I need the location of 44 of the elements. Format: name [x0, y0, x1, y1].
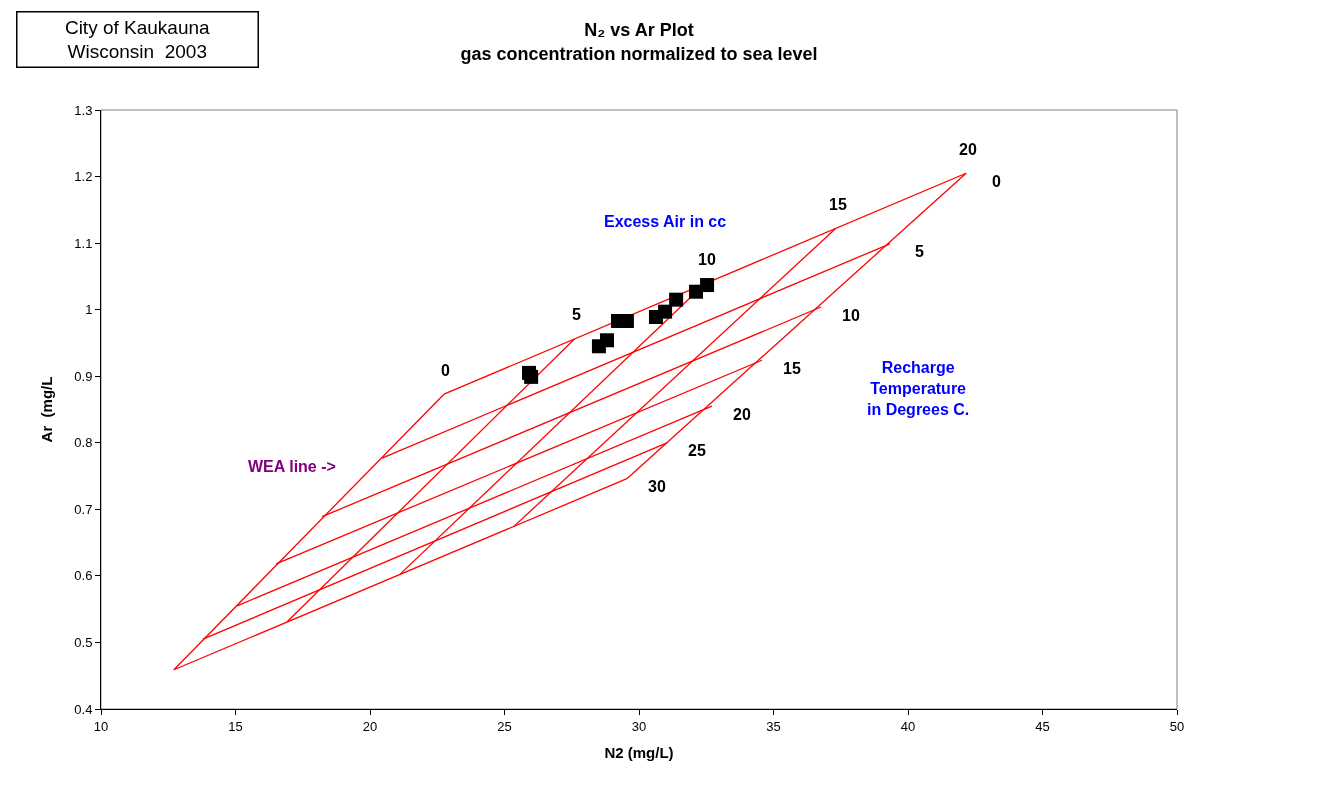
y-tick-label: 0.7: [74, 501, 93, 517]
point: [669, 292, 684, 307]
y-tick-label: 0.4: [74, 701, 93, 717]
y-tick-label: 0.6: [74, 568, 93, 584]
y-axis-title: Ar (mg/L: [37, 376, 55, 443]
annotation: 0: [992, 173, 1001, 190]
annotation: Excess Air in cc: [604, 213, 727, 230]
x-tick-label: 50: [1169, 718, 1185, 734]
y-tick-label: 1.2: [74, 169, 93, 185]
point: [700, 278, 715, 293]
x-tick-label: 35: [766, 718, 781, 734]
y-tick-label: 0.5: [74, 634, 93, 650]
annotation: 15: [829, 196, 847, 213]
x-tick-label: 25: [497, 718, 512, 734]
y-tick-label: 0.9: [74, 368, 93, 384]
text: City of Kaukauna Wisconsin 2003: [64, 16, 211, 63]
chart-subtitle: gas concentration normalized to sea level: [460, 43, 818, 64]
annotation: 10: [698, 251, 716, 268]
annotation: 5: [572, 306, 581, 323]
x-tick-label: 40: [900, 718, 916, 734]
annotation: 5: [915, 243, 924, 260]
x-tick-label: 45: [1035, 718, 1050, 734]
chart-title: N₂ vs Ar Plot: [584, 20, 694, 41]
x-tick-label: 15: [228, 718, 243, 734]
x-tick-label: 20: [362, 718, 378, 734]
point: [524, 369, 539, 384]
annotation: 20: [959, 141, 977, 158]
annotation: 0: [441, 362, 450, 379]
x-tick-label: 30: [631, 718, 647, 734]
annotation: Recharge Temperature in Degrees C.: [867, 359, 970, 418]
y-tick-label: 1.1: [74, 235, 93, 251]
point: [658, 304, 673, 319]
x-tick-label: 10: [93, 718, 109, 734]
annotation: WEA line ->: [248, 458, 336, 475]
x-axis-title: N2 (mg/L): [604, 743, 674, 761]
annotation: 15: [783, 360, 801, 377]
annotation: 30: [648, 478, 666, 495]
annotation: 25: [688, 442, 706, 459]
point: [599, 333, 614, 348]
annotation: 20: [733, 406, 751, 423]
y-tick-label: 0.8: [74, 435, 93, 451]
y-tick-label: 1: [85, 302, 93, 318]
y-tick-label: 1.3: [74, 102, 93, 118]
annotation: 10: [842, 307, 860, 324]
